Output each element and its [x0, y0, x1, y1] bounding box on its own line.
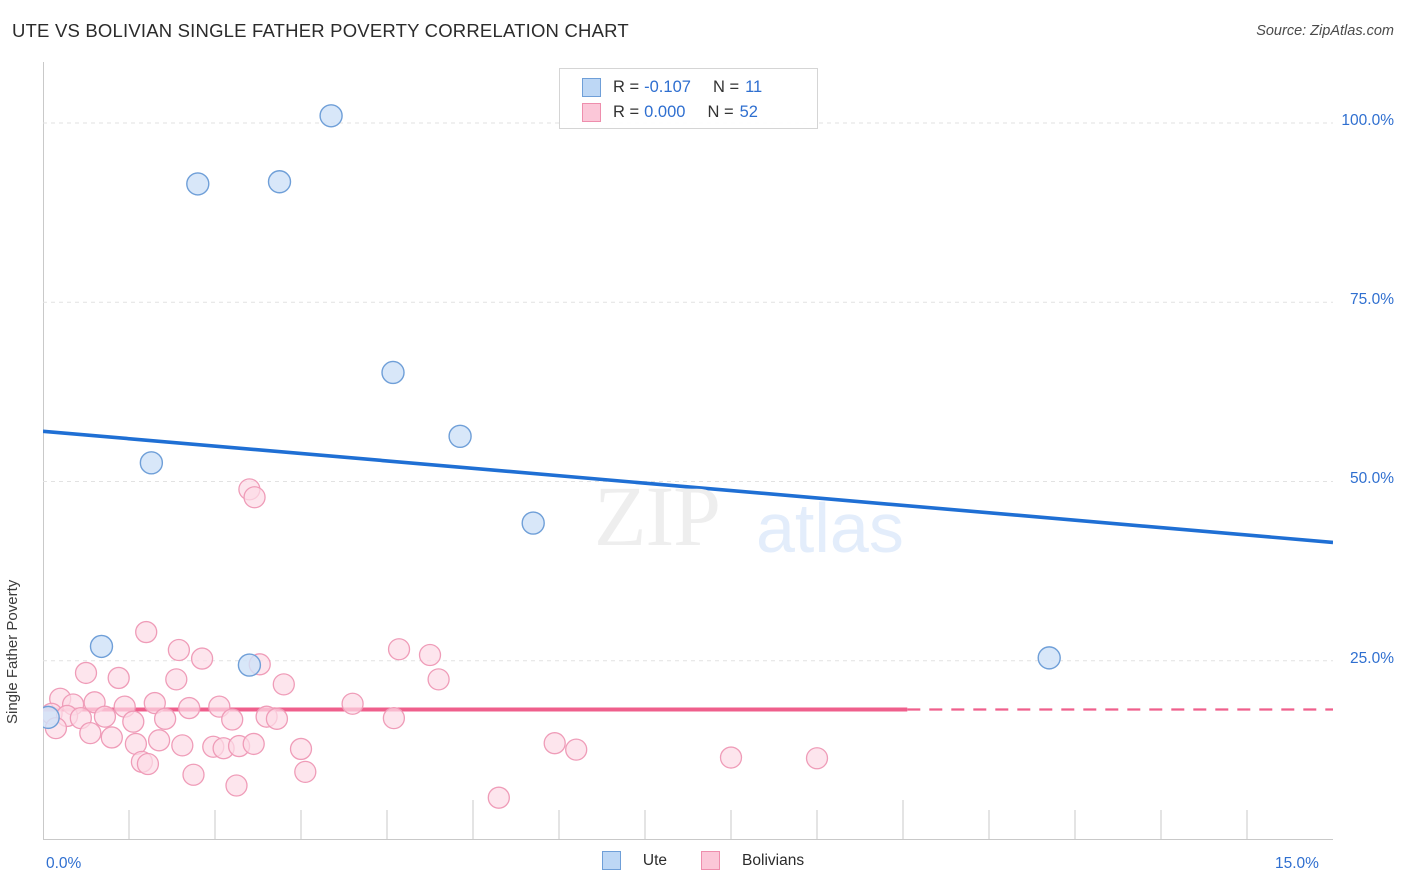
- page-title: UTE VS BOLIVIAN SINGLE FATHER POVERTY CO…: [12, 20, 629, 41]
- bolivians-data-point-29: [265, 707, 289, 730]
- legend-label-bolivians: Bolivians: [742, 851, 805, 869]
- bolivians-data-point-3: [167, 638, 191, 662]
- bolivians-r-value: 0.000: [644, 102, 686, 121]
- bolivians-data-point-12: [427, 668, 450, 691]
- bolivians-data-point-17: [143, 691, 166, 715]
- bolivians-r-label: R =: [613, 102, 640, 121]
- ute-data-point-10: [43, 705, 60, 730]
- y-tick-label-2: 75.0%: [1350, 291, 1394, 309]
- plot-area: ZIP atlas: [43, 62, 1333, 840]
- bolivians-data-point-41: [289, 737, 313, 761]
- bolivians-data-point-47: [136, 752, 160, 776]
- ute-data-point-6: [521, 511, 545, 535]
- bolivians-data-point-18: [178, 696, 201, 720]
- ute-data-point-4: [448, 424, 472, 449]
- bolivians-data-point-26: [153, 707, 177, 730]
- correlation-legend: R = -0.107 N = 11 R = 0.000 N = 52: [559, 68, 818, 129]
- correlation-row-ute: R = -0.107 N = 11: [582, 75, 762, 99]
- bolivians-data-point-4: [190, 647, 214, 670]
- ute-n-value: 11: [745, 77, 763, 96]
- source-attribution: Source: ZipAtlas.com: [1256, 23, 1394, 39]
- bolivians-data-point-30: [382, 706, 406, 730]
- bolivians-legend-swatch-icon: [701, 851, 721, 870]
- bolivians-data-point-43: [565, 738, 588, 761]
- bolivians-data-point-6: [418, 643, 442, 667]
- bolivians-data-point-11: [272, 673, 295, 696]
- ute-data-point-2: [267, 170, 292, 194]
- bolivians-data-point-45: [805, 747, 829, 770]
- bolivians-data-point-44: [719, 746, 743, 769]
- bolivians-data-point-2: [243, 486, 266, 509]
- ute-swatch-icon: [582, 77, 601, 97]
- ute-legend-swatch-icon: [601, 851, 621, 870]
- y-tick-label-1: 50.0%: [1350, 470, 1394, 488]
- bolivians-data-point-42: [543, 732, 566, 755]
- bolivians-n-label: N =: [707, 102, 734, 121]
- y-axis-title: Single Father Poverty: [4, 579, 21, 724]
- bolivians-data-point-5: [387, 638, 411, 661]
- ute-data-point-9: [1037, 646, 1061, 670]
- ute-data-point-5: [139, 451, 164, 475]
- ute-n-label: N =: [712, 77, 740, 96]
- bolivians-data-point-36: [171, 734, 194, 757]
- ute-r-label: R =: [613, 77, 640, 96]
- legend-item-bolivians[interactable]: Bolivians: [701, 851, 804, 870]
- bolivians-swatch-icon: [582, 102, 601, 122]
- scatter-plot-svg: [43, 62, 1333, 840]
- bolivians-data-point-50: [225, 774, 248, 797]
- bolivians-data-point-49: [294, 760, 317, 784]
- bolivians-data-point-20: [341, 692, 364, 715]
- bolivians-data-point-24: [93, 705, 117, 728]
- bolivians-data-point-8: [74, 661, 98, 685]
- y-tick-label-0: 25.0%: [1350, 649, 1394, 667]
- correlation-row-bolivians: R = 0.000 N = 52: [582, 100, 758, 124]
- bolivians-data-point-51: [487, 786, 510, 809]
- bolivians-data-point-33: [100, 726, 123, 749]
- bolivians-data-point-27: [221, 708, 244, 731]
- legend-label-ute: Ute: [642, 851, 668, 869]
- x-tick-label-max: 15.0%: [1275, 855, 1319, 872]
- ute-r-value: -0.107: [644, 77, 691, 96]
- legend-item-ute[interactable]: Ute: [601, 851, 668, 870]
- bolivians-data-point-35: [147, 729, 171, 752]
- x-tick-label-min: 0.0%: [46, 855, 82, 872]
- ute-data-point-8: [237, 653, 262, 677]
- bolivians-data-point-9: [107, 666, 130, 690]
- series-legend: Ute Bolivians: [0, 851, 1406, 870]
- ute-data-point-1: [186, 172, 210, 196]
- ute-data-point-3: [381, 360, 405, 385]
- y-axis-title-container: Single Father Poverty: [4, 364, 34, 724]
- ute-data-point-0: [319, 104, 343, 128]
- bolivians-n-value: 52: [739, 102, 758, 121]
- bolivians-data-point-40: [242, 732, 265, 756]
- bolivians-data-point-32: [79, 722, 102, 745]
- bolivians-data-point-25: [122, 710, 145, 733]
- y-tick-label-3: 100.0%: [1341, 111, 1394, 129]
- bolivians-data-point-10: [165, 668, 188, 691]
- bolivians-data-point-0: [135, 620, 158, 644]
- bolivians-data-point-48: [182, 763, 205, 786]
- ute-data-point-7: [89, 634, 114, 659]
- ute-trendline: [43, 429, 1333, 545]
